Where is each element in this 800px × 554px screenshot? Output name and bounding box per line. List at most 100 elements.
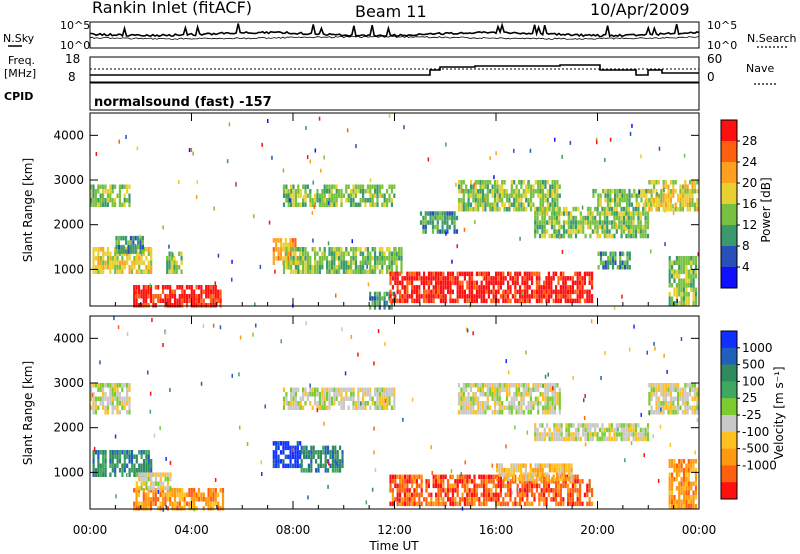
- power-cell-9: [466, 294, 469, 299]
- velocity-cell-12: [682, 459, 686, 464]
- power-cell-15: [650, 180, 653, 185]
- velocity-cell-10: [639, 432, 642, 437]
- velocity-cell-2: [183, 497, 186, 502]
- velocity-cell-7: [430, 497, 433, 502]
- velocity-cell-6: [376, 387, 379, 392]
- velocity-cell-8: [536, 463, 539, 468]
- power-cell-9: [478, 271, 481, 277]
- velocity-cell-5: [317, 468, 320, 473]
- velocity-cell-7: [437, 488, 440, 493]
- power-cell-15: [679, 189, 682, 194]
- velocity-cell-1: [126, 450, 129, 455]
- power-cell-11: [489, 202, 492, 207]
- power-cell-9: [425, 298, 428, 304]
- velocity-cell-1: [97, 450, 100, 455]
- power-cell-12: [594, 220, 597, 225]
- velocity-cell-4: [272, 450, 275, 455]
- power-cell-9: [579, 294, 582, 299]
- velocity-speck: [666, 369, 668, 374]
- power-cell-0: [128, 198, 131, 203]
- power-speck: [134, 243, 137, 248]
- power-speck: [274, 269, 276, 274]
- velocity-cell-6: [362, 387, 365, 392]
- power-cell-6: [359, 251, 362, 256]
- velocity-cell-10: [582, 432, 585, 437]
- velocity-cell-7: [487, 474, 490, 480]
- power-cell-9: [483, 298, 486, 304]
- power-cell-9: [526, 289, 529, 295]
- velocity-cell-12: [694, 472, 698, 477]
- power-cell-10: [431, 211, 435, 216]
- power-cell-10: [439, 215, 442, 221]
- power-cell-11: [474, 198, 477, 203]
- power-cell-9: [408, 280, 411, 286]
- power-cell-7: [290, 184, 293, 189]
- power-cell-1: [147, 260, 150, 265]
- velocity-cell-9: [465, 396, 468, 401]
- velocity-cell-1: [121, 472, 124, 477]
- power-cell-9: [499, 276, 502, 281]
- power-cell-7: [304, 189, 307, 194]
- power-cell-3: [200, 298, 203, 303]
- power-cell-16: [685, 256, 688, 261]
- power-cell-15: [681, 193, 684, 198]
- power-cell-6: [297, 265, 300, 270]
- velocity-cell-7: [447, 483, 450, 489]
- power-cell-12: [639, 233, 642, 239]
- velocity-cell-7: [399, 474, 402, 480]
- velocity-cell-9: [513, 392, 516, 397]
- power-cell-12: [637, 206, 640, 212]
- velocity-cell-3: [145, 481, 148, 486]
- power-cell-0: [106, 193, 109, 198]
- power-cell-9: [514, 280, 517, 286]
- power-speck: [559, 235, 561, 240]
- power-cell-9: [463, 271, 466, 277]
- power-cell-10: [441, 224, 444, 230]
- velocity-cell-5: [303, 454, 306, 460]
- power-cell-3: [193, 289, 196, 294]
- power-cell-9: [569, 289, 572, 295]
- velocity-speck: [402, 417, 404, 422]
- velocity-cell-7: [427, 492, 430, 498]
- velocity-cell-6: [292, 405, 295, 410]
- power-cell-2: [137, 235, 140, 241]
- velocity-cell-2: [221, 497, 225, 502]
- power-cell-0: [123, 184, 126, 189]
- velocity-cell-10: [538, 423, 542, 428]
- velocity-cell-12: [685, 481, 688, 486]
- power-cell-9: [495, 294, 498, 299]
- velocity-cell-11: [689, 405, 692, 410]
- power-cell-9: [519, 285, 522, 290]
- velocity-cell-2: [190, 488, 193, 493]
- power-cell-12: [603, 206, 606, 212]
- velocity-cell-10: [555, 436, 558, 442]
- velocity-cell-7: [559, 488, 562, 493]
- power-cell-11: [477, 180, 480, 185]
- velocity-speck: [231, 373, 233, 378]
- power-cell-12: [608, 229, 611, 234]
- power-cell-12: [536, 229, 539, 234]
- velocity-cell-1: [150, 463, 153, 468]
- velocity-cell-1: [128, 459, 131, 464]
- power-cell-6: [316, 269, 319, 274]
- power-cell-5: [282, 256, 285, 261]
- power-cell-11: [460, 198, 463, 203]
- power-cell-6: [345, 251, 348, 256]
- power-cell-0: [123, 193, 126, 198]
- power-cell-6: [350, 260, 353, 265]
- velocity-cell-11: [655, 383, 658, 388]
- velocity-cell-9: [462, 392, 465, 397]
- power-cell-3: [145, 298, 148, 303]
- power-cell-6: [354, 251, 357, 256]
- velocity-cell-11: [657, 387, 660, 392]
- power-cell-9: [523, 271, 526, 277]
- velocity-cell-6: [287, 401, 290, 406]
- power-cell-7: [292, 198, 295, 203]
- cpid-label: CPID: [4, 90, 33, 103]
- power-cell-7: [318, 202, 321, 207]
- velocity-cell-7: [519, 488, 522, 493]
- power-cell-12: [642, 211, 645, 216]
- power-cell-6: [376, 260, 379, 265]
- power-cell-6: [386, 247, 389, 252]
- velocity-cell-6: [302, 387, 305, 392]
